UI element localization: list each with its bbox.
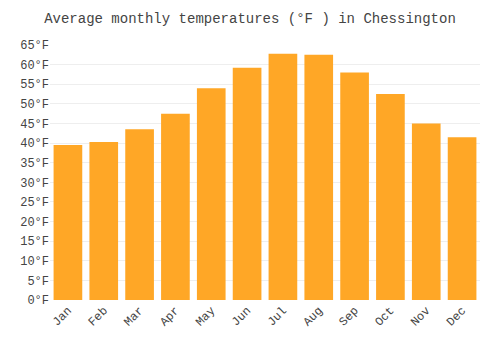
- svg-text:Sep: Sep: [336, 304, 361, 329]
- svg-text:60°F: 60°F: [20, 59, 49, 73]
- svg-text:5°F: 5°F: [27, 275, 49, 289]
- svg-text:Jan: Jan: [50, 304, 75, 329]
- svg-text:0°F: 0°F: [27, 294, 49, 308]
- svg-text:Jun: Jun: [229, 304, 254, 329]
- svg-text:40°F: 40°F: [20, 137, 49, 151]
- svg-text:Aug: Aug: [301, 304, 326, 329]
- svg-text:35°F: 35°F: [20, 157, 49, 171]
- svg-text:25°F: 25°F: [20, 196, 49, 210]
- svg-text:20°F: 20°F: [20, 216, 49, 230]
- svg-text:Dec: Dec: [444, 304, 469, 329]
- svg-text:Average monthly temperatures (: Average monthly temperatures (°F ) in Ch…: [44, 11, 456, 27]
- svg-text:65°F: 65°F: [20, 39, 49, 53]
- svg-text:10°F: 10°F: [20, 255, 49, 269]
- svg-text:Apr: Apr: [157, 304, 182, 329]
- svg-text:55°F: 55°F: [20, 78, 49, 92]
- svg-text:45°F: 45°F: [20, 118, 49, 132]
- svg-text:May: May: [193, 304, 218, 329]
- svg-text:Jul: Jul: [265, 304, 290, 329]
- svg-text:30°F: 30°F: [20, 177, 49, 191]
- svg-text:Oct: Oct: [372, 304, 397, 329]
- svg-text:15°F: 15°F: [20, 235, 49, 249]
- svg-text:50°F: 50°F: [20, 98, 49, 112]
- svg-text:Mar: Mar: [121, 304, 146, 329]
- svg-text:Feb: Feb: [86, 304, 111, 329]
- svg-text:Nov: Nov: [408, 304, 433, 329]
